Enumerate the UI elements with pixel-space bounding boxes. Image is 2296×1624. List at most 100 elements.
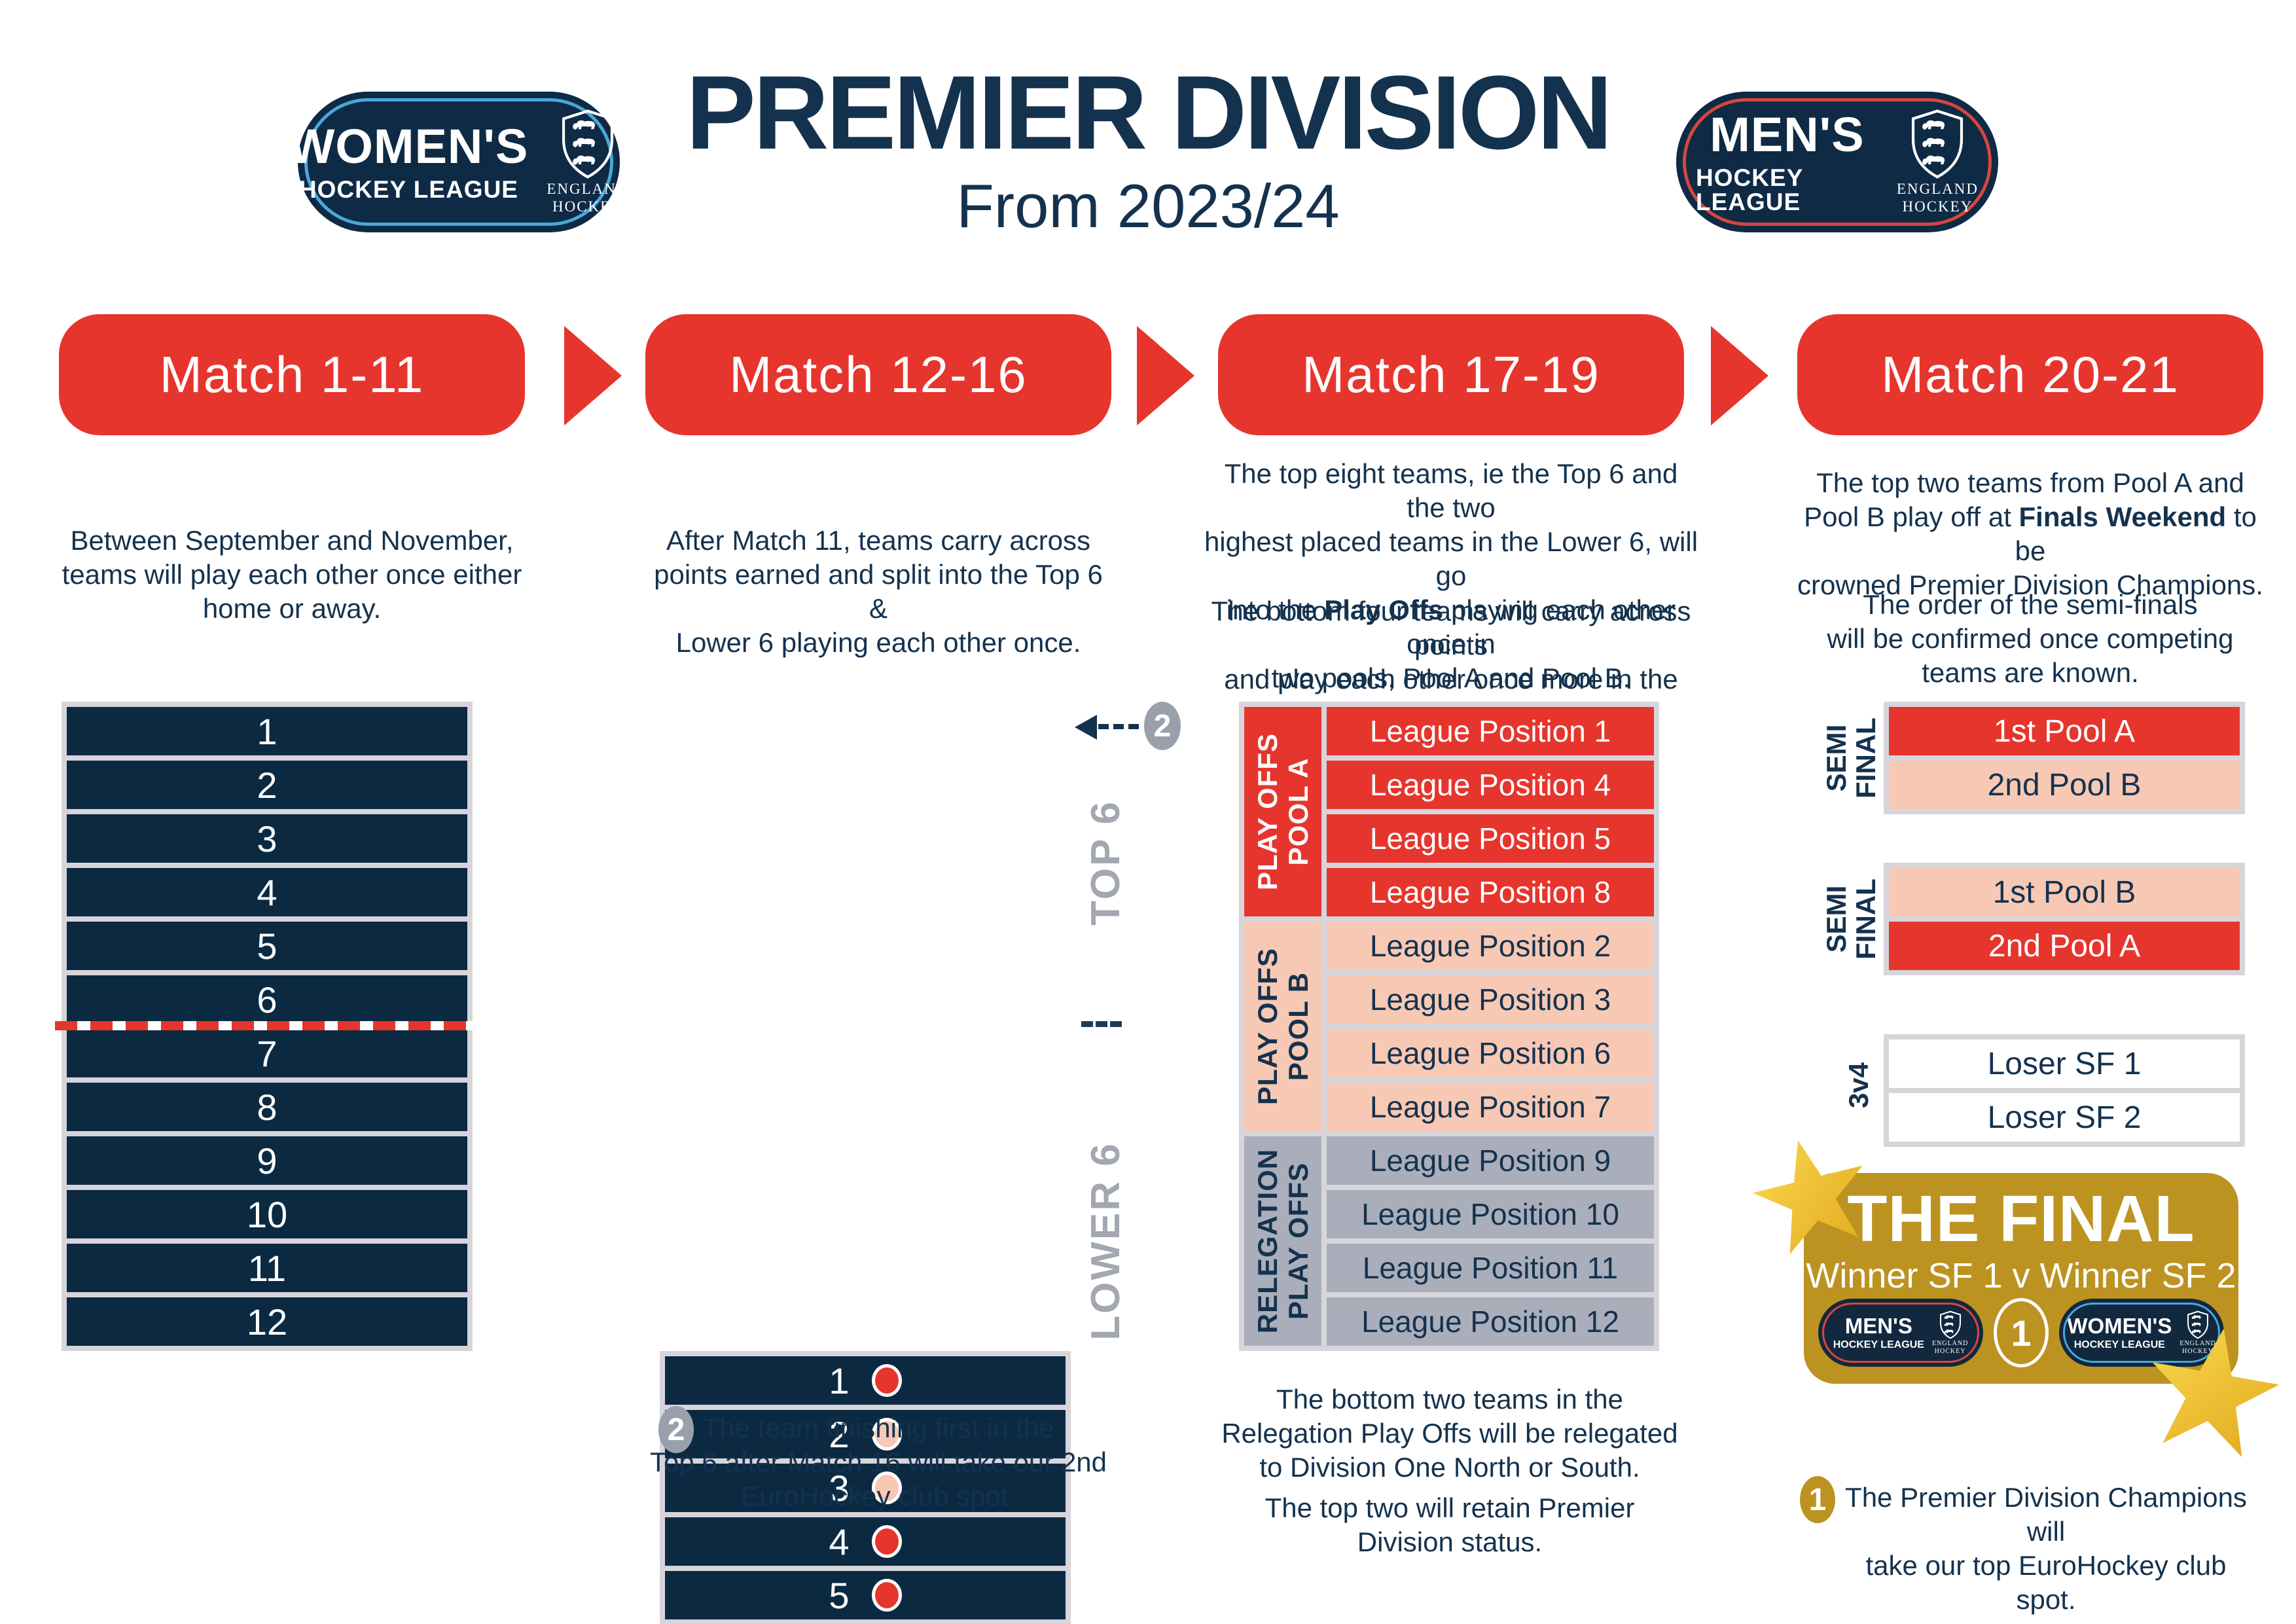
org-line1: ENGLAND [1896,181,1979,198]
semi-final-2-label: SEMI FINAL [1820,863,1882,975]
mens-hockey-league-logo: MEN'S HOCKEY LEAGUE ENGLAND HOCKEY [1818,1299,1983,1367]
relegation-label-cell [1244,1136,1321,1346]
footnote-2-badge: 2 [1144,702,1181,750]
final-title: THE FINAL [1847,1182,2195,1255]
flow-arrow-icon [1711,326,1768,425]
text-segment: The top eight teams, ie the Top 6 and th… [1204,458,1698,626]
womens-hockey-league-logo: WOMEN'S HOCKEY LEAGUE ENGLAND HOCKEY [2059,1299,2224,1367]
logo-border [304,98,613,226]
footnote-1-badge: 1 [1800,1476,1835,1523]
top6-lower6-divider [1081,1021,1122,1027]
table-row: 3 [67,814,467,863]
lower6-label: LOWER 6 [1081,1104,1130,1379]
playoff-row: Loser SF 2 [1889,1093,2240,1142]
logo-title: MEN'S [1844,1314,1912,1338]
table-row: 1 [67,707,467,755]
semi-final-row: 2nd Pool B [1889,761,2240,809]
table-row: 4 [665,1517,1066,1566]
logo-subtitle: HOCKEY LEAGUE [1696,164,1803,215]
playoff-row: Loser SF 1 [1889,1039,2240,1088]
pool-dot-icon [871,1364,902,1397]
mens-hockey-league-logo: MEN'S HOCKEY LEAGUE ENGLAND HOCKEY [1676,92,1998,232]
col3-description-2: The bottom four teams will carry across … [1203,594,1699,731]
label-line1: SEMI [1820,885,1852,953]
label-line2: FINAL [1850,717,1881,799]
logo-subtitle: HOCKEY LEAGUE [2073,1339,2165,1350]
league-position-row: League Position 8 [1327,868,1654,916]
womens-hockey-league-logo: WOMEN'S HOCKEY LEAGUE ENGLAND HOCKEY [289,92,627,232]
league-table-matches-1-11: 1 2 3 4 5 6 7 8 9 10 11 12 [55,702,479,1351]
label-line2: POOL A [1283,757,1314,866]
col1-description: Between September and November, teams wi… [62,525,522,624]
table-row: 2 [665,1410,1066,1458]
logo-border [1683,98,1992,226]
semi-final-row: 1st Pool A [1889,707,2240,755]
logo-title: WOMEN'S [289,119,529,173]
semi-final-row: 2nd Pool A [1889,922,2240,970]
label-line2: PLAY OFFS [1283,1162,1314,1320]
step-match-1-11: Match 1-11 [59,314,525,435]
flow-arrow-icon [564,326,622,425]
league-table-matches-12-16: 1 2 3 4 5 6 7 8 9 10 11 12 [660,1351,1071,1624]
col3-footnote-2: The top two will retain Premier Division… [1265,1492,1635,1558]
step-match-20-21: Match 20-21 [1797,314,2263,435]
pointer-arrow-dash [1098,724,1139,729]
table-row: 6 [67,975,467,1024]
third-v-fourth-box: Loser SF 1 Loser SF 2 [1884,1034,2245,1147]
final-logos-row: MEN'S HOCKEY LEAGUE ENGLAND HOCKEY 1 W [1804,1298,2238,1367]
star-icon [2152,1328,2280,1458]
page-subtitle: From 2023/24 [956,171,1340,240]
text-bold: Finals Weekend [2018,501,2227,533]
table-row: 1 [665,1356,1066,1405]
league-position-row: League Position 9 [1327,1136,1654,1185]
pool-dot-icon [871,1579,902,1612]
col4-description-1: The top two teams from Pool A and Pool B… [1795,466,2266,602]
text-segment: to be crowned Premier Division Champions… [1797,501,2263,601]
label-line1: PLAY OFFS [1251,732,1283,891]
text-segment: The bottom four teams will carry across … [1211,596,1691,695]
position-number: 5 [829,1574,850,1616]
pool-a-label-cell [1244,707,1321,916]
table-row: 3 [665,1464,1066,1512]
pool-a-label: PLAY OFFS POOL A [1244,707,1321,916]
pool-b-label: PLAY OFFS POOL B [1244,922,1321,1131]
col3-description-1: The top eight teams, ie the Top 6 and th… [1203,457,1699,696]
star-icon [1753,1140,1863,1254]
col2-footnote: The team finishing first in the Top 6 af… [649,1413,1107,1512]
table-row: 10 [67,1190,467,1238]
third-v-fourth-label: 3v4 [1843,1062,1874,1109]
table-row: 12 [67,1297,467,1346]
league-position-row: League Position 2 [1327,922,1654,970]
footnote-1-badge: 1 [1994,1298,2049,1367]
text-segment: playing each other once in two pools, Po… [1271,594,1676,694]
col2-description: After Match 11, teams carry across point… [654,525,1103,659]
top6-text: TOP 6 [1083,800,1128,926]
league-position-row: League Position 5 [1327,814,1654,863]
label-line1: PLAY OFFS [1251,947,1283,1106]
logo-title: MEN'S [1710,107,1865,162]
org-line2: HOCKEY [552,198,623,215]
col4-description-2: The order of the semi-finals will be con… [1827,589,2234,689]
logo-border [1822,1303,1979,1363]
split-dashed-line [55,1021,479,1030]
logo-subtitle: HOCKEY LEAGUE [1833,1339,1924,1350]
label-line2: POOL B [1283,971,1314,1081]
label-line1: SEMI [1820,724,1852,792]
league-position-row: League Position 12 [1327,1297,1654,1346]
table-row: 5 [67,922,467,970]
text-segment: The top two teams from Pool A and Pool B… [1804,467,2244,533]
table-row: 5 [665,1571,1066,1619]
position-number: 3 [829,1467,850,1509]
step-match-12-16: Match 12-16 [645,314,1111,435]
label-line2: FINAL [1850,878,1881,960]
footnote-2-badge: 2 [658,1406,694,1453]
table-row: 8 [67,1083,467,1131]
final-subtitle: Winner SF 1 v Winner SF 2 [1806,1256,2236,1295]
col4-footnote: The Premier Division Champions will take… [1845,1482,2247,1615]
playoffs-table [1239,702,1659,1351]
flow-arrow-icon [1137,326,1194,425]
table-row: 9 [67,1136,467,1185]
logo-subtitle: HOCKEY LEAGUE [298,176,518,203]
page-title: PREMIER DIVISION [686,54,1613,171]
